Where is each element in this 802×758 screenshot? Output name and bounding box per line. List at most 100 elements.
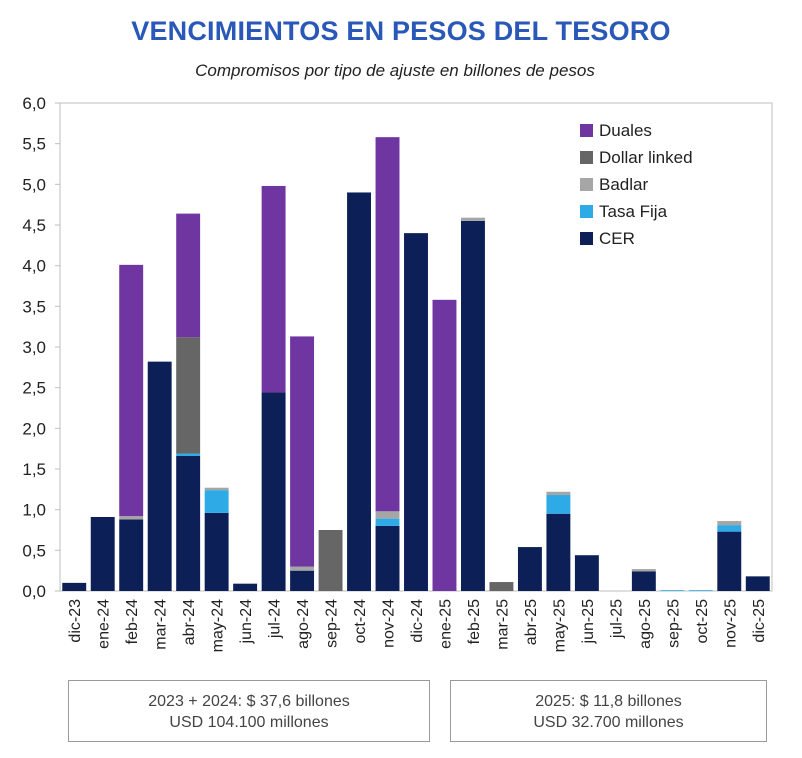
chart-title: VENCIMIENTOS EN PESOS DEL TESORO xyxy=(131,16,671,46)
summary-right-line2: USD 32.700 millones xyxy=(533,714,684,731)
bar-segment-cer xyxy=(517,547,542,591)
bar-segment-tasa-fija xyxy=(688,590,713,591)
y-tick-label: 6,0 xyxy=(22,94,46,113)
bar-segment-badlar xyxy=(631,569,656,572)
x-tick-label: mar-25 xyxy=(494,599,511,650)
x-tick-label: nov-25 xyxy=(722,599,739,648)
y-tick-label: 3,0 xyxy=(22,338,46,357)
bar-segment-cer xyxy=(147,361,172,591)
bar-segment-tasa-fija xyxy=(660,590,685,591)
bar-segment-tasa-fija xyxy=(375,518,400,526)
bar-segment-cer xyxy=(375,525,400,591)
chart-subtitle: Compromisos por tipo de ajuste en billon… xyxy=(195,61,595,80)
bar-segment-duales xyxy=(432,299,457,591)
legend-label: Tasa Fija xyxy=(599,202,668,221)
y-tick-label: 5,0 xyxy=(22,175,46,194)
x-tick-label: oct-24 xyxy=(352,599,369,644)
summary-left-line1: 2023 + 2024: $ 37,6 billones xyxy=(148,693,350,710)
summary-box-2023-2024: 2023 + 2024: $ 37,6 billones USD 104.100… xyxy=(68,680,430,742)
bar-segment-badlar xyxy=(119,516,144,520)
bar-segment-duales xyxy=(119,264,144,517)
summary-right-line1: 2025: $ 11,8 billones xyxy=(535,693,682,710)
x-tick-label: nov-24 xyxy=(381,599,398,648)
bar-segment-cer xyxy=(347,192,372,591)
y-tick-label: 0,5 xyxy=(22,541,46,560)
bar-segment-tasa-fija xyxy=(176,453,201,456)
y-tick-label: 0,0 xyxy=(22,582,46,601)
x-tick-label: may-25 xyxy=(551,599,568,652)
y-tick-label: 3,5 xyxy=(22,297,46,316)
y-tick-label: 5,5 xyxy=(22,135,46,154)
legend-swatch xyxy=(580,205,593,218)
x-tick-label: jun-25 xyxy=(580,599,597,645)
bar-segment-duales xyxy=(261,185,286,393)
y-tick-label: 2,5 xyxy=(22,379,46,398)
legend-swatch xyxy=(580,124,593,137)
x-tick-label: feb-24 xyxy=(124,599,141,644)
x-tick-label: jun-24 xyxy=(238,599,255,645)
legend-label: Dollar linked xyxy=(599,148,693,167)
y-tick-label: 4,0 xyxy=(22,257,46,276)
x-tick-label: sep-24 xyxy=(324,599,341,648)
bar-segment-badlar xyxy=(375,511,400,519)
bar-segment-cer xyxy=(261,392,286,591)
bar-segment-cer xyxy=(745,576,770,591)
x-tick-label: ago-25 xyxy=(637,599,654,649)
bar-segment-badlar xyxy=(204,487,229,491)
bar-segment-cer xyxy=(574,555,599,591)
x-tick-label: jul-24 xyxy=(267,599,284,639)
stacked-bar-chart: 0,0 0,5 1,0 1,5 2,0 2,5 3,0 3,5 4,0 4,5 5,0 5,5 6,0 d… xyxy=(22,94,773,652)
x-tick-label: sep-25 xyxy=(665,599,682,648)
bar-segment-tasa-fija xyxy=(204,490,229,513)
summary-left-line2: USD 104.100 millones xyxy=(169,714,329,731)
legend-label: CER xyxy=(599,229,635,248)
x-tick-label: dic-25 xyxy=(751,599,768,643)
bar-segment-cer xyxy=(233,583,258,591)
bar-segment-duales xyxy=(176,213,201,338)
summary-box-2025: 2025: $ 11,8 billones USD 32.700 millone… xyxy=(450,680,767,742)
bar-segment-cer xyxy=(90,516,115,591)
legend-swatch xyxy=(580,151,593,164)
bar-segment-cer xyxy=(460,220,485,591)
bar-segment-badlar xyxy=(290,566,315,571)
legend-swatch xyxy=(580,232,593,245)
bar-segment-cer xyxy=(717,531,742,591)
x-tick-label: dic-24 xyxy=(409,599,426,643)
y-tick-label: 1,0 xyxy=(22,501,46,520)
x-tick-label: oct-25 xyxy=(694,599,711,644)
bar-segment-duales xyxy=(375,137,400,512)
bar-segment-tasa-fija xyxy=(546,495,571,514)
bar-segment-dollar-linked xyxy=(176,337,201,454)
x-tick-label: mar-24 xyxy=(153,599,170,650)
bar-segment-dollar-linked xyxy=(489,582,514,591)
bar-segment-duales xyxy=(290,336,315,567)
bar-segment-badlar xyxy=(460,217,485,221)
x-tick-label: jul-25 xyxy=(608,599,625,639)
y-tick-label: 4,5 xyxy=(22,216,46,235)
bar-segment-badlar xyxy=(717,521,742,526)
bar-segment-cer xyxy=(119,519,144,591)
legend-swatch xyxy=(580,178,593,191)
legend-label: Duales xyxy=(599,121,652,140)
bar-segment-cer xyxy=(204,512,229,591)
bar-segment-badlar xyxy=(546,491,571,496)
x-tick-label: abr-24 xyxy=(181,599,198,645)
y-tick-label: 2,0 xyxy=(22,419,46,438)
legend-label: Badlar xyxy=(599,175,648,194)
x-tick-label: dic-23 xyxy=(67,599,84,643)
x-tick-label: feb-25 xyxy=(466,599,483,644)
x-tick-label: ene-24 xyxy=(96,599,113,649)
bar-segment-cer xyxy=(631,571,656,591)
bar-segment-cer xyxy=(290,570,315,591)
bar-segment-cer xyxy=(546,513,571,591)
x-tick-label: abr-25 xyxy=(523,599,540,645)
x-tick-label: ago-24 xyxy=(295,599,312,649)
bar-segment-tasa-fija xyxy=(717,525,742,532)
bar-segment-cer xyxy=(62,582,87,591)
bar-segment-cer xyxy=(176,455,201,591)
bar-segment-dollar-linked xyxy=(318,530,343,591)
x-tick-label: ene-25 xyxy=(437,599,454,649)
bar-segment-cer xyxy=(404,233,428,591)
y-tick-label: 1,5 xyxy=(22,460,46,479)
x-tick-label: may-24 xyxy=(210,599,227,652)
